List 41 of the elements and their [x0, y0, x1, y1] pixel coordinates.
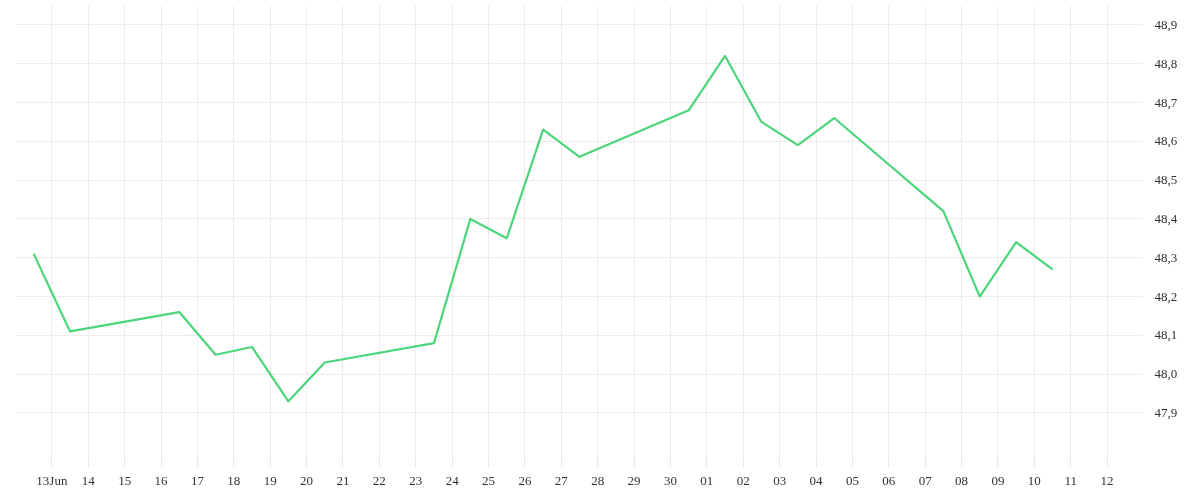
x-tick-label: 27	[554, 472, 569, 488]
x-tick-label: 15	[118, 472, 132, 488]
x-tick-label: 05	[845, 472, 859, 488]
x-tick-label: 02	[736, 472, 750, 488]
x-tick-label: 19	[263, 472, 277, 488]
y-tick-label: 48,5	[1154, 172, 1178, 188]
x-tick-label: 14	[81, 472, 96, 488]
x-tick-label: 21	[336, 472, 350, 488]
x-tick-label: 10	[1027, 472, 1041, 488]
x-tick-label: 28	[591, 472, 605, 488]
x-tick-label: 20	[300, 472, 314, 488]
y-tick-label: 48,2	[1154, 288, 1178, 304]
y-tick-label: 48,6	[1154, 133, 1178, 149]
x-tick-label: 01	[700, 472, 714, 488]
x-tick-label: 03	[773, 472, 787, 488]
x-tick-label: 12	[1100, 472, 1114, 488]
x-tick-label: 07	[918, 472, 933, 488]
y-tick-label: 48,0	[1154, 366, 1178, 382]
x-tick-label: 18	[227, 472, 241, 488]
y-tick-label: 48,1	[1154, 327, 1178, 343]
x-tick-label: 13Jun	[36, 472, 68, 488]
y-tick-label: 48,3	[1154, 249, 1178, 265]
x-tick-label: 30	[663, 472, 677, 488]
y-tick-label: 47,9	[1154, 404, 1178, 420]
x-tick-label: 26	[518, 472, 532, 488]
y-tick-label: 48,9	[1154, 16, 1178, 32]
x-tick-label: 16	[154, 472, 169, 488]
x-tick-label: 22	[372, 472, 386, 488]
y-tick-label: 48,4	[1154, 210, 1178, 226]
x-tick-label: 04	[809, 472, 824, 488]
x-tick-label: 09	[991, 472, 1005, 488]
x-tick-label: 23	[409, 472, 423, 488]
x-tick-label: 06	[882, 472, 896, 488]
x-tick-label: 29	[627, 472, 641, 488]
y-tick-label: 48,8	[1154, 55, 1178, 71]
x-tick-label: 11	[1064, 472, 1077, 488]
x-tick-label: 25	[482, 472, 496, 488]
x-tick-label: 24	[445, 472, 460, 488]
y-tick-label: 48,7	[1154, 94, 1178, 110]
x-tick-label: 17	[190, 472, 205, 488]
x-tick-label: 08	[955, 472, 969, 488]
